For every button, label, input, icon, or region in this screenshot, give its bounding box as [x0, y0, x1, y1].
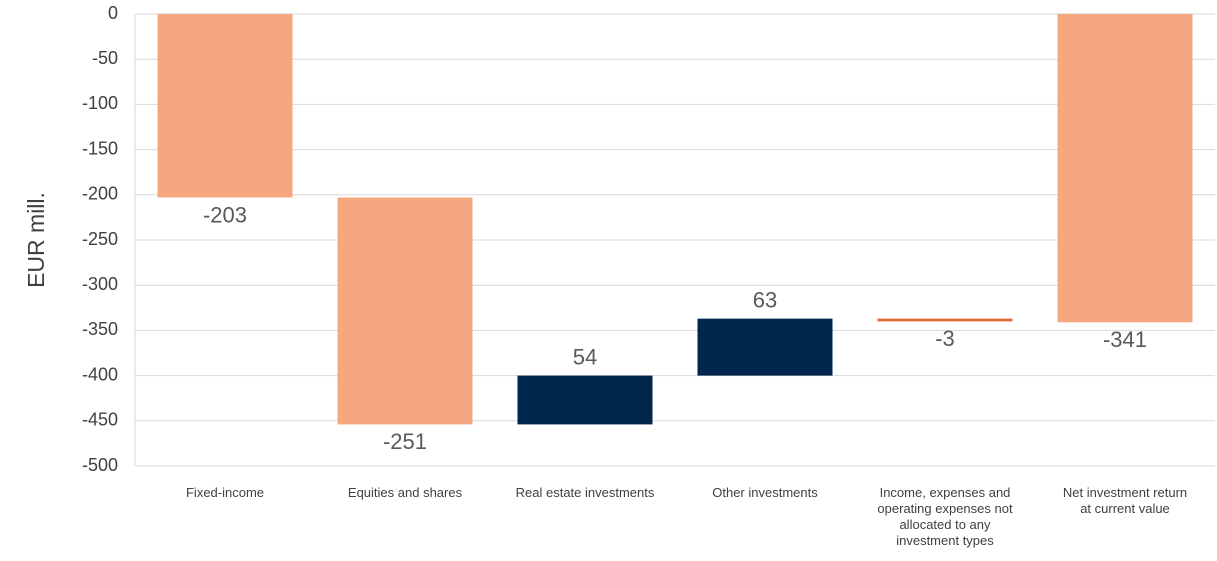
bar — [517, 375, 653, 425]
data-label: -203 — [203, 202, 247, 227]
y-tick-label: -150 — [82, 138, 118, 158]
y-tick-label: -200 — [82, 184, 118, 204]
x-tick-label: Net investment return at current value — [1063, 485, 1187, 516]
bar — [337, 197, 473, 425]
x-tick-label: Equities and shares — [348, 485, 463, 500]
y-tick-label: -250 — [82, 229, 118, 249]
bar — [877, 318, 1013, 322]
bar — [697, 318, 833, 376]
data-label: 54 — [573, 344, 597, 369]
y-tick-label: -50 — [92, 48, 118, 68]
x-tick-label: Other investments — [712, 485, 818, 500]
data-label: -251 — [383, 429, 427, 454]
y-tick-label: -450 — [82, 410, 118, 430]
y-tick-label: -100 — [82, 93, 118, 113]
y-axis-label: EUR mill. — [23, 192, 49, 288]
y-tick-label: -500 — [82, 455, 118, 475]
bar — [1057, 14, 1193, 323]
x-tick-label: Real estate investments — [516, 485, 655, 500]
data-label: -3 — [935, 326, 955, 351]
data-label: -341 — [1103, 327, 1147, 352]
data-label: 63 — [753, 287, 777, 312]
x-tick-label: Fixed-income — [186, 485, 264, 500]
x-tick-label: Income, expenses and operating expenses n… — [877, 485, 1013, 548]
bar — [157, 14, 293, 198]
y-tick-label: 0 — [108, 3, 118, 23]
y-tick-label: -400 — [82, 364, 118, 384]
y-tick-label: -300 — [82, 274, 118, 294]
y-tick-label: -350 — [82, 319, 118, 339]
